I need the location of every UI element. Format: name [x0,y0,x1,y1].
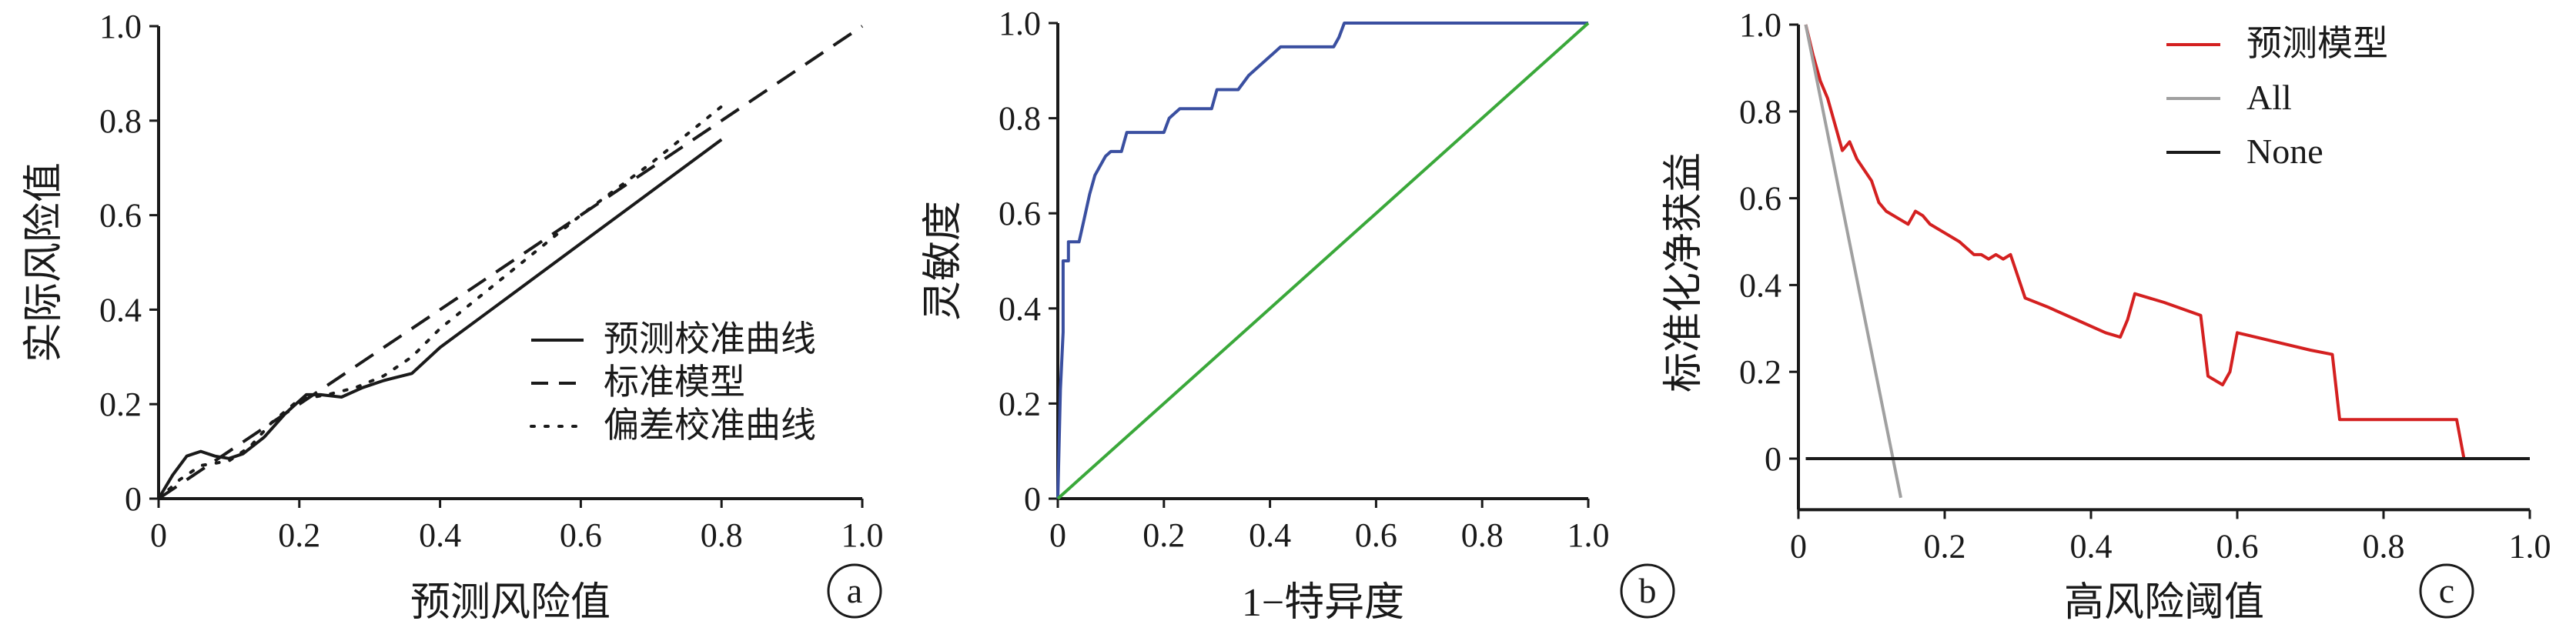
y-tick-label: 0.8 [999,100,1041,138]
y-tick-label: 0.4 [99,291,142,329]
x-tick-label: 0.8 [701,516,743,554]
panel-tag-label: c [2439,571,2454,610]
x-tick-label: 0.4 [419,516,461,554]
y-tick-label: 0.2 [1739,353,1781,391]
panel-tag-circle [1620,563,1675,619]
series-line-All [1804,24,1902,499]
x-axis-title: 高风险阈值 [2064,581,2264,625]
y-axis-title: 灵敏度 [922,201,965,321]
panel-tag-circle [827,563,882,619]
y-tick-label: 0 [1024,480,1041,518]
x-axis-title: 1−特异度 [1242,581,1404,625]
x-tick-label: 0 [150,516,167,554]
panel-tag-label: b [1639,571,1657,610]
legend-label: None [2246,132,2323,171]
x-axis-title: 预测风险值 [410,581,611,625]
x-tick-label: 0 [1790,527,1807,565]
panel-tag-label: a [847,571,862,610]
legend-label: All [2246,78,2292,117]
legend-label: 标准模型 [604,362,745,402]
x-tick-label: 0.6 [1355,516,1397,554]
y-tick-label: 0.4 [999,290,1041,328]
y-tick-label: 1.0 [1739,6,1781,44]
y-tick-label: 0.8 [99,102,142,140]
y-tick-label: 1.0 [999,5,1041,42]
chart-panel-a: 0 0.2 0.4 0.6 0.8 1.0 0 0.2 0.4 0.6 0.8 1.0 预测风险值 实际风… [22,8,884,625]
chart-panel-c: 0 0.2 0.4 0.6 0.8 1.0 0 0.2 0.4 0.6 0.8 1.0 高风险阈值 标准化… [1662,6,2551,625]
x-tick-label: 0.4 [1249,516,1291,554]
x-tick-label: 1.0 [1567,516,1610,554]
x-tick-label: 0.8 [2363,527,2405,565]
series-line-偏差校准曲线 [157,105,724,500]
x-tick-label: 1.0 [841,516,884,554]
x-tick-label: 0 [1049,516,1066,554]
y-tick-label: 0 [125,480,142,518]
x-tick-label: 0.2 [1142,516,1185,554]
y-tick-label: 0.6 [99,197,142,235]
y-tick-label: 0.6 [1739,180,1781,218]
series-line-b-1 [1056,22,1590,500]
y-tick-label: 0.2 [999,385,1041,422]
y-axis-title: 标准化净获益 [1662,152,1706,392]
y-tick-label: 0.8 [1739,93,1781,131]
legend-label: 预测校准曲线 [604,319,816,359]
x-tick-label: 0.2 [278,516,320,554]
chart-panel-b: 0 0.2 0.4 0.6 0.8 1.0 0 0.2 0.4 0.6 0.8 1.0 1−特异度 灵敏度… [922,5,1675,625]
legend-label: 偏差校准曲线 [604,406,816,445]
y-tick-label: 1.0 [99,8,142,45]
legend-label: 预测模型 [2246,24,2388,63]
x-tick-label: 0.4 [2070,527,2113,565]
x-tick-label: 0.6 [2216,527,2259,565]
y-tick-label: 0.2 [99,386,142,423]
y-tick-label: 0 [1765,440,1781,478]
y-tick-label: 0.4 [1739,266,1781,304]
x-tick-label: 0.8 [1461,516,1504,554]
x-tick-label: 0.6 [560,516,602,554]
x-tick-label: 0.2 [1924,527,1966,565]
y-tick-label: 0.6 [999,195,1041,232]
series-line-标准模型 [157,25,864,500]
x-tick-label: 1.0 [2509,527,2551,565]
series-line-预测模型 [1804,24,2530,460]
panel-tag-circle [2419,563,2474,619]
series-line-b-0 [1056,22,1588,499]
y-axis-title: 实际风险值 [22,162,66,362]
